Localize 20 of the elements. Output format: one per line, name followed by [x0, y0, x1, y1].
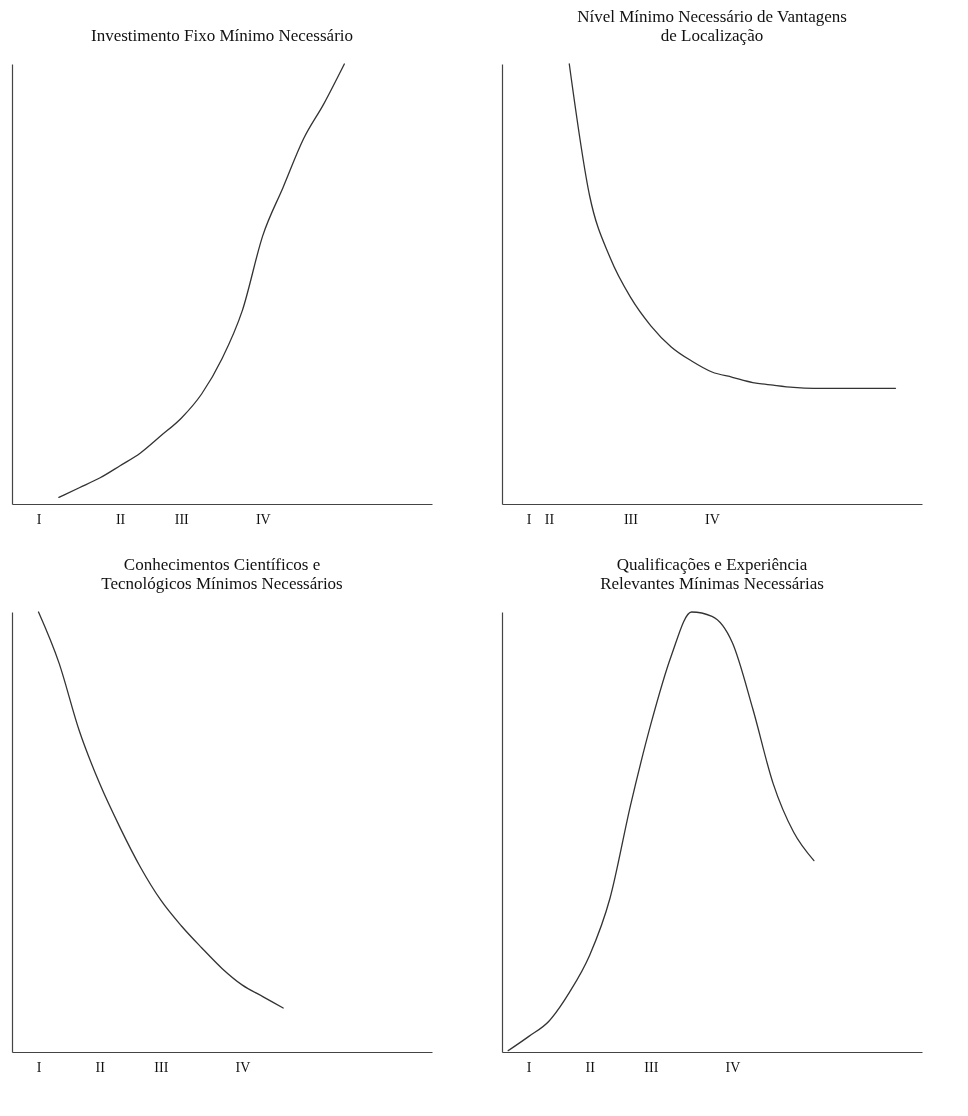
x-tick-label: III	[154, 1059, 169, 1075]
x-tick-label: I	[36, 1059, 42, 1075]
x-tick-label: II	[115, 511, 126, 527]
x-tick-label: II	[544, 511, 555, 527]
x-tick-label: IV	[255, 511, 271, 527]
x-tick-label: II	[95, 1059, 106, 1075]
x-tick-label: IV	[235, 1059, 251, 1075]
chart-title: Conhecimentos Científicos e Tecnológicos Mínimos Necessários	[101, 555, 343, 594]
chart-title: Nível Mínimo Necessário de Vantagens de Localização	[577, 7, 847, 46]
x-tick-label: IV	[725, 1059, 741, 1075]
x-tick-label: I	[36, 511, 42, 527]
chart-title: Qualificações e Experiência Relevantes Mínimas Necessárias	[600, 555, 824, 594]
x-tick-label: II	[585, 1059, 596, 1075]
x-tick-label: III	[623, 511, 639, 527]
chart-title: Investimento Fixo Mínimo Necessário	[90, 26, 354, 46]
x-tick-label: I	[526, 511, 532, 527]
x-tick-label: I	[526, 1059, 532, 1075]
x-tick-label: IV	[705, 511, 720, 527]
x-tick-label: III	[174, 511, 190, 527]
x-tick-label: III	[644, 1059, 659, 1075]
